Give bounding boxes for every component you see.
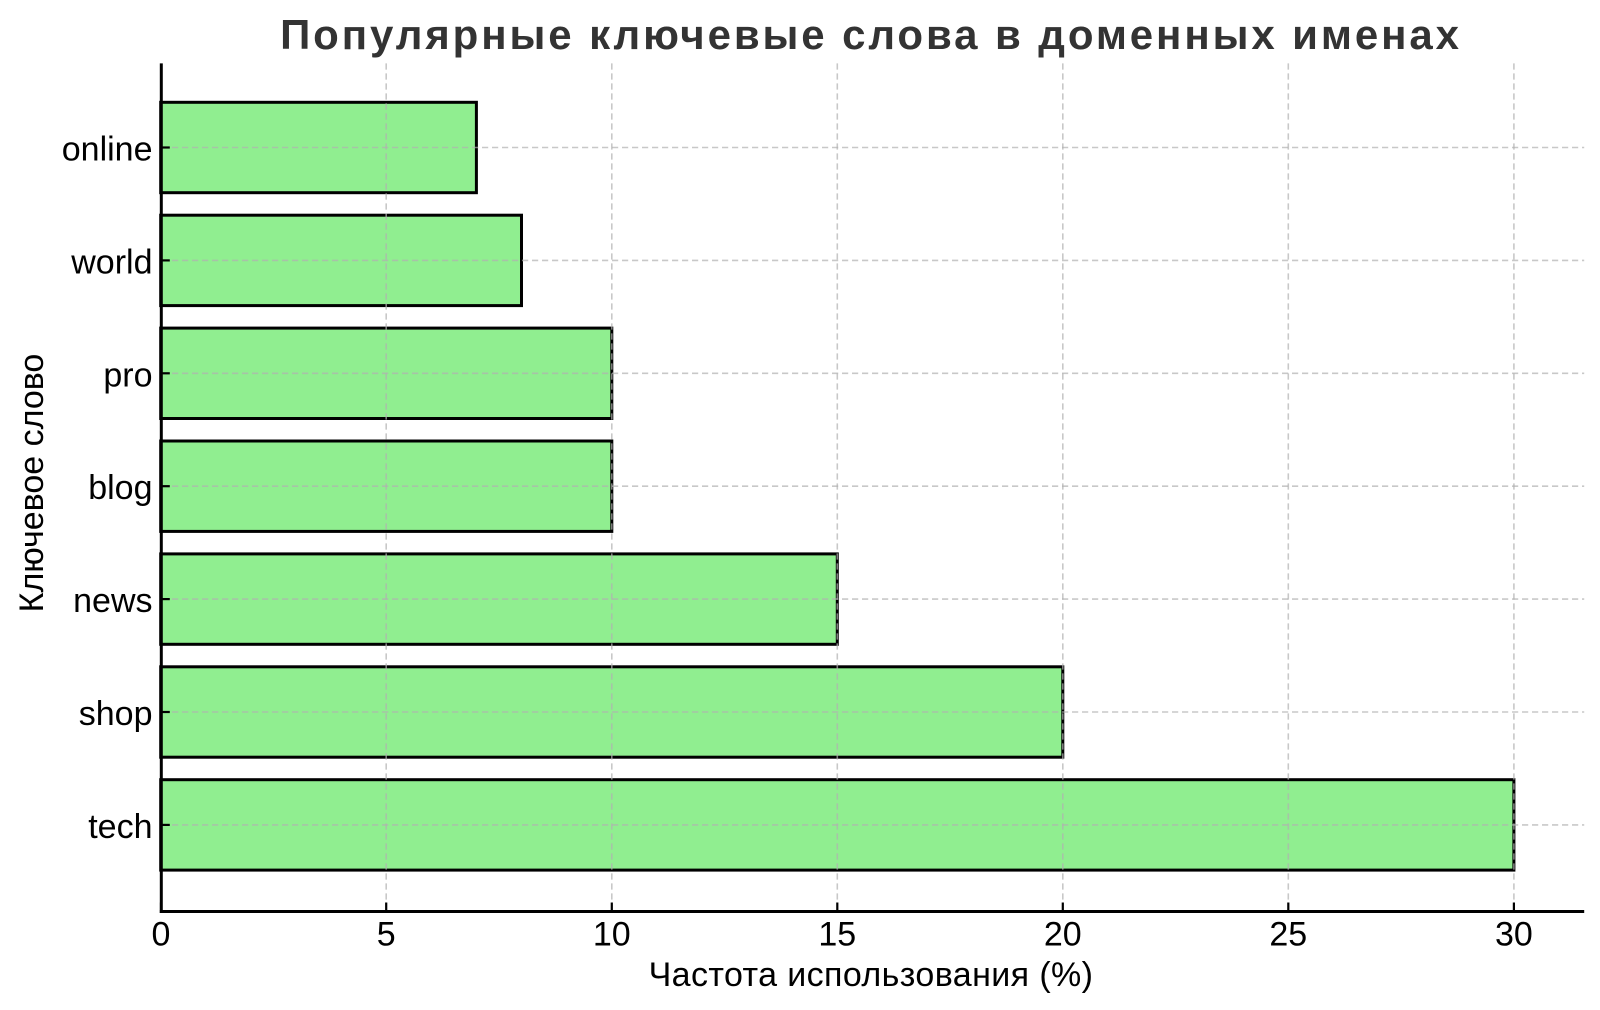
svg-text:blog: blog bbox=[88, 469, 152, 507]
svg-text:pro: pro bbox=[103, 356, 152, 394]
svg-text:online: online bbox=[62, 131, 153, 169]
svg-text:20: 20 bbox=[1044, 915, 1082, 953]
svg-text:25: 25 bbox=[1269, 915, 1307, 953]
svg-text:30: 30 bbox=[1495, 915, 1533, 953]
svg-text:15: 15 bbox=[818, 915, 856, 953]
svg-text:Популярные ключевые слова в до: Популярные ключевые слова в доменных име… bbox=[280, 11, 1462, 58]
svg-text:world: world bbox=[70, 243, 152, 281]
svg-text:10: 10 bbox=[593, 915, 631, 953]
svg-text:shop: shop bbox=[79, 695, 153, 733]
svg-text:news: news bbox=[73, 582, 152, 620]
svg-text:5: 5 bbox=[377, 915, 396, 953]
svg-text:tech: tech bbox=[88, 808, 152, 846]
svg-text:Частота использования (%): Частота использования (%) bbox=[649, 956, 1094, 994]
svg-text:0: 0 bbox=[152, 915, 171, 953]
svg-text:Ключевое слово: Ключевое слово bbox=[13, 354, 51, 613]
